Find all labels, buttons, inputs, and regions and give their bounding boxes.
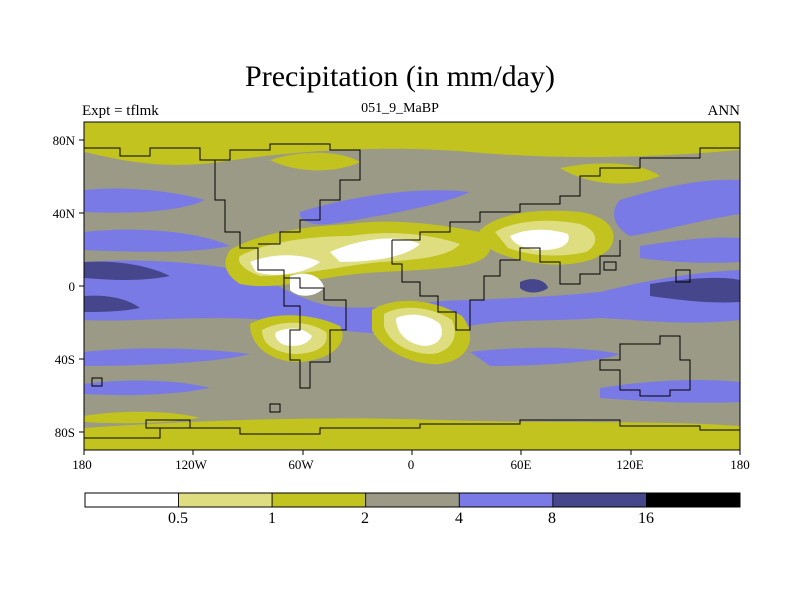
lat-tick-80s: 80S [54,425,75,440]
wet-band [84,229,230,252]
island-coastline [675,269,691,283]
arctic-dry-band [84,122,740,165]
lon-tick-180w: 180 [72,457,92,472]
wet-band [84,188,205,213]
colorbar-swatch [458,492,554,508]
wet-band [299,190,470,225]
arid-core [290,273,324,296]
time-label: 051_9_MaBP [361,101,439,116]
australia-coastline [599,335,691,397]
wet-band [84,380,210,396]
colorbar-label: 8 [548,510,556,527]
arid-core [510,229,569,250]
north-america-coastline [200,143,361,245]
dry-patch [270,152,360,171]
arid-core [275,328,312,346]
contour-fields [84,122,740,450]
tick-marks [79,139,741,455]
arid-core [396,314,443,346]
colorbar-swatch [84,492,179,508]
colorbar-label: 2 [361,510,369,527]
island-coastline [145,419,191,429]
colorbar-label: 16 [638,510,654,527]
island-coastline [603,261,617,271]
experiment-label: Expt = tflmk [82,103,159,119]
antarctic-dry-band [84,418,740,450]
lon-tick-0: 0 [407,457,415,472]
africa-coastline [391,240,501,331]
lat-tick-80n: 80N [52,133,75,148]
lon-tick-60e: 60E [510,457,532,472]
season-label: ANN [707,103,741,119]
colorbar-swatch [178,492,273,508]
lat-tick-0: 0 [68,279,76,294]
colorbar-swatch [365,492,460,508]
americas-coastline [84,147,347,389]
coastlines [84,143,740,439]
map-title: Precipitation (in mm/day) [245,60,555,93]
colorbar-label: 0.5 [168,510,188,527]
lon-tick-180e: 180 [730,457,750,472]
colorbar-swatch [646,492,741,508]
arid-core [330,238,420,262]
lat-tick-40s: 40S [54,352,75,367]
very-wet-core [84,261,170,280]
wet-band [640,237,740,263]
eurasia-coastline [392,147,740,241]
colorbar [84,492,741,508]
wet-band [614,179,740,236]
lon-tick-60w: 60W [288,457,314,472]
south-asia-coastline [500,240,621,285]
very-wet-core [650,277,740,303]
island-coastline [269,403,281,413]
colorbar-label: 1 [268,510,276,527]
wet-band [470,347,620,366]
lon-tick-120w: 120W [175,457,207,472]
antarctica-coastline [84,419,740,439]
wet-band [84,348,250,366]
lat-tick-40n: 40N [52,206,75,221]
very-wet-core [520,279,548,293]
colorbar-frame [84,492,741,508]
colorbar-label: 4 [455,510,463,527]
colorbar-swatch [271,492,367,508]
lon-tick-120e: 120E [616,457,644,472]
island-coastline [91,377,103,387]
very-wet-core [84,295,140,312]
colorbar-swatch [552,492,647,508]
